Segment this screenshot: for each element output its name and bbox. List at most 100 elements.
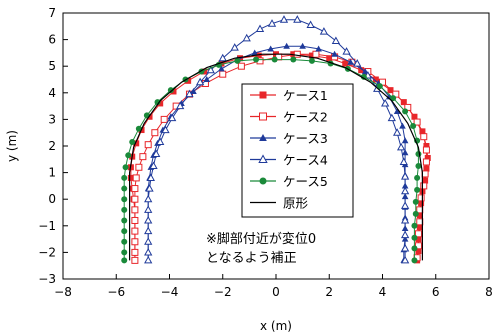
data-point: [129, 139, 136, 146]
data-point: [255, 24, 265, 33]
x-tick-label: 4: [379, 285, 387, 299]
data-point: [400, 230, 410, 239]
legend-label: ケース5: [283, 174, 328, 189]
y-tick-label: 3: [48, 112, 56, 126]
x-tick-label: −8: [54, 285, 72, 299]
legend-label: ケース3: [283, 131, 328, 146]
data-point: [308, 57, 315, 64]
data-point: [251, 49, 258, 56]
data-point: [415, 248, 422, 255]
legend-marker: [259, 91, 267, 99]
data-point: [411, 245, 418, 252]
data-point: [415, 162, 422, 169]
data-point: [144, 194, 153, 203]
x-tick-label: 6: [432, 285, 440, 299]
data-point: [342, 60, 349, 67]
data-point: [151, 129, 159, 137]
data-point: [242, 33, 251, 42]
data-point: [144, 141, 152, 149]
data-point: [161, 125, 170, 134]
data-point: [358, 67, 365, 74]
data-point: [139, 153, 147, 161]
x-tick-label: −2: [214, 285, 232, 299]
data-point: [230, 43, 239, 51]
data-point: [279, 15, 289, 23]
data-point: [185, 89, 194, 98]
data-point: [400, 186, 410, 195]
data-point: [424, 154, 431, 161]
data-point: [315, 45, 322, 52]
data-point: [422, 158, 430, 166]
y-tick-label: 7: [48, 6, 56, 20]
data-point: [412, 198, 419, 205]
data-point: [131, 206, 139, 214]
data-point: [131, 248, 139, 256]
data-point: [156, 137, 165, 146]
data-point: [376, 83, 383, 90]
data-point: [396, 142, 406, 151]
series-4: [144, 15, 410, 264]
legend-box: [241, 83, 354, 218]
data-point: [422, 177, 429, 184]
data-point: [308, 52, 315, 59]
data-point: [121, 174, 128, 181]
data-point: [347, 58, 354, 65]
x-tick-label: 0: [272, 285, 280, 299]
data-point: [331, 50, 338, 57]
data-point: [271, 56, 278, 63]
data-point: [387, 87, 394, 94]
data-point: [144, 205, 153, 213]
annotation-box: [196, 224, 356, 266]
data-point: [267, 45, 274, 52]
data-point: [418, 200, 425, 207]
data-point: [195, 77, 205, 86]
data-point: [413, 118, 421, 126]
data-point: [237, 62, 245, 70]
data-point: [414, 186, 421, 193]
y-tick-label: 4: [48, 86, 56, 100]
data-point: [412, 210, 419, 217]
data-point: [415, 150, 422, 157]
data-point: [414, 174, 421, 181]
data-point: [372, 76, 379, 83]
y-tick-label: 6: [48, 33, 56, 47]
data-point: [326, 55, 333, 62]
data-point: [121, 206, 128, 213]
data-point: [293, 50, 301, 58]
annotation: ※脚部付近が変位0 となるよう補正: [196, 224, 356, 266]
x-tick-label: −6: [107, 285, 125, 299]
data-point: [131, 195, 139, 203]
data-point: [144, 255, 153, 264]
data-point: [152, 149, 161, 158]
annotation-line-2: となるよう補正: [206, 251, 297, 266]
series-5: [121, 56, 422, 264]
data-point: [131, 185, 139, 193]
data-point: [319, 27, 329, 35]
series-6: [129, 53, 423, 261]
data-point: [402, 108, 409, 115]
data-point: [283, 42, 290, 49]
legend-label: ケース4: [283, 153, 328, 168]
x-tick-label: −4: [161, 285, 179, 299]
data-point: [392, 128, 402, 136]
series-layer: [121, 15, 431, 264]
data-point: [423, 143, 430, 149]
data-point: [411, 234, 418, 241]
data-point: [411, 222, 418, 229]
data-point: [299, 42, 306, 49]
data-point: [411, 257, 418, 264]
legend-items: ケース1 ケース2 ケース3 ケース4 ケース5 原形: [250, 88, 328, 211]
legend-marker: [258, 154, 268, 163]
data-point: [203, 76, 211, 83]
data-point: [419, 128, 426, 135]
data-point: [361, 68, 369, 75]
y-tick-label: 2: [48, 139, 56, 153]
data-point: [312, 50, 320, 58]
data-point: [422, 146, 430, 154]
data-point: [190, 88, 197, 95]
data-point: [411, 113, 418, 120]
data-point: [122, 164, 129, 171]
legend-item: ケース4: [250, 153, 328, 168]
legend-item: ケース2: [250, 110, 328, 125]
